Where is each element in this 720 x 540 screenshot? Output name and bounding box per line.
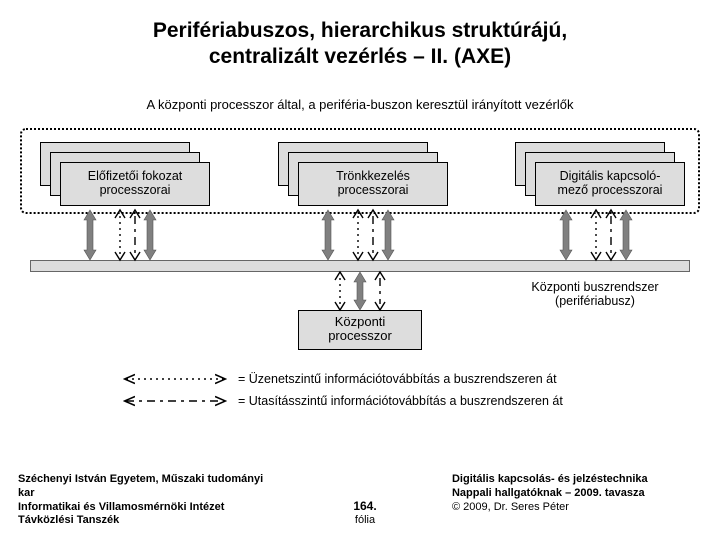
footer-right: Digitális kapcsolás- és jelzéstechnika N… bbox=[452, 473, 702, 528]
legend-msg-text: = Üzenetszintű információtovábbítás a bu… bbox=[238, 372, 557, 386]
footer-left: Széchenyi István Egyetem, Műszaki tudomá… bbox=[18, 473, 278, 528]
solid-double-arrow bbox=[354, 272, 366, 310]
instr-arrow-head bbox=[130, 252, 140, 260]
diagram-area: Előfizetői fokozatprocesszoraiTrönkkezel… bbox=[20, 120, 700, 360]
footer-right-line1: Digitális kapcsolás- és jelzéstechnika bbox=[452, 473, 648, 485]
solid-double-arrow bbox=[560, 210, 572, 260]
legend: = Üzenetszintű információtovábbítás a bu… bbox=[120, 372, 720, 408]
footer-right-line3: © 2009, Dr. Seres Péter bbox=[452, 501, 569, 513]
solid-double-arrow bbox=[144, 210, 156, 260]
page-word: fólia bbox=[355, 514, 375, 526]
arrows-layer bbox=[20, 120, 700, 360]
title-line1: Perifériabuszos, hierarchikus struktúráj… bbox=[153, 19, 567, 42]
subtitle: A központi processzor által, a periféria… bbox=[0, 97, 720, 112]
legend-row-instr: = Utasításszintű információtovábbítás a … bbox=[120, 394, 720, 408]
solid-double-arrow bbox=[84, 210, 96, 260]
footer-left-line3: Távközlési Tanszék bbox=[18, 514, 119, 526]
footer: Széchenyi István Egyetem, Műszaki tudomá… bbox=[18, 473, 702, 528]
footer-left-line2: Informatikai és Villamosmérnöki Intézet bbox=[18, 501, 224, 513]
footer-right-line2: Nappali hallgatóknak – 2009. tavasza bbox=[452, 487, 645, 499]
legend-line-instr-icon bbox=[120, 394, 230, 408]
title-line2: centralizált vezérlés – II. (AXE) bbox=[209, 45, 511, 68]
solid-double-arrow bbox=[620, 210, 632, 260]
legend-instr-text: = Utasításszintű információtovábbítás a … bbox=[238, 394, 563, 408]
solid-double-arrow bbox=[322, 210, 334, 260]
solid-double-arrow bbox=[382, 210, 394, 260]
instr-arrow-head bbox=[606, 252, 616, 260]
instr-arrow-head bbox=[368, 252, 378, 260]
slide-title: Perifériabuszos, hierarchikus struktúráj… bbox=[0, 0, 720, 79]
page-number: 164. bbox=[353, 499, 376, 513]
footer-page: 164. fólia bbox=[353, 499, 376, 529]
legend-line-msg-icon bbox=[120, 372, 230, 386]
legend-row-msg: = Üzenetszintű információtovábbítás a bu… bbox=[120, 372, 720, 386]
footer-left-line1: Széchenyi István Egyetem, Műszaki tudomá… bbox=[18, 473, 263, 499]
